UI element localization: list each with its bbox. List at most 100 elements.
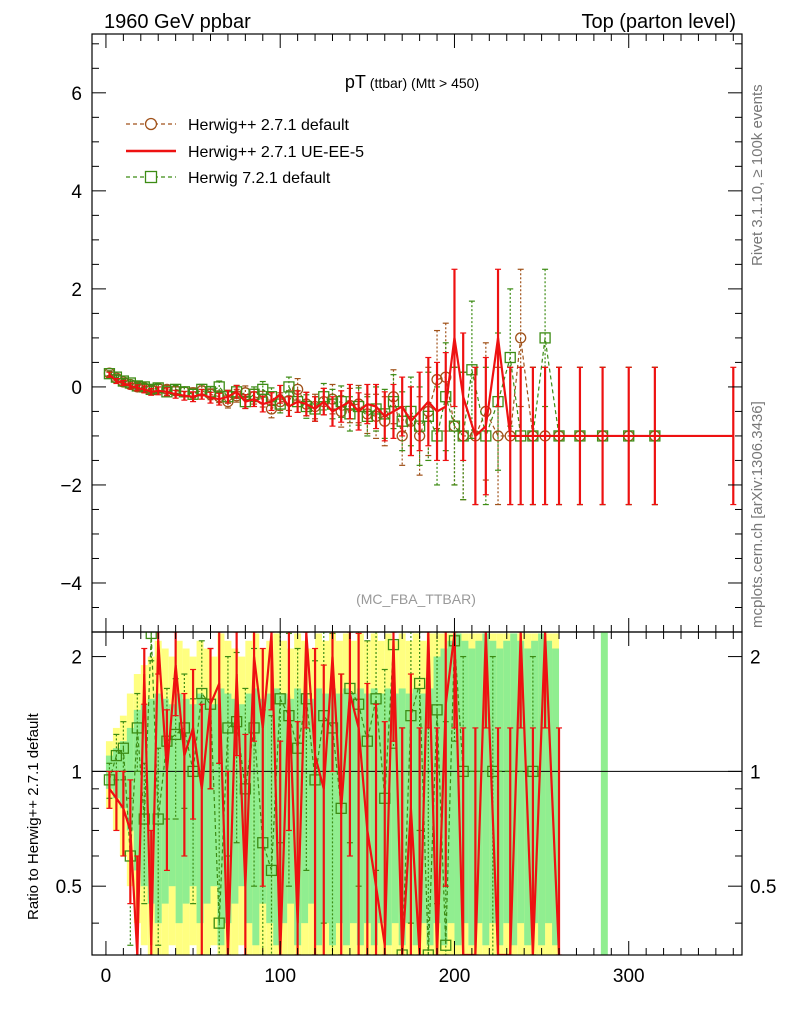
band-green bbox=[210, 704, 218, 887]
ratio-series-1-point bbox=[145, 632, 157, 640]
band-green bbox=[335, 693, 343, 924]
band-green bbox=[217, 688, 225, 946]
series-2-line bbox=[109, 337, 655, 439]
band-green bbox=[440, 648, 448, 946]
ratio-series-1-point bbox=[213, 917, 225, 929]
side-label-rivet: Rivet 3.1.10, ≥ 100k events bbox=[749, 84, 766, 266]
band-green-extra bbox=[600, 632, 608, 955]
band-green bbox=[147, 698, 155, 904]
series-2-point bbox=[448, 420, 461, 432]
band-green bbox=[517, 640, 525, 924]
ratio-plot-panel: 0.5 0.5 1 1 2 2 bbox=[56, 631, 776, 956]
header-left: 1960 GeV ppbar bbox=[104, 11, 251, 33]
series-0-point bbox=[515, 332, 527, 344]
x-tick-label: 200 bbox=[439, 966, 471, 987]
header-right: Top (parton level) bbox=[581, 11, 736, 33]
band-green bbox=[182, 698, 190, 904]
ratio-series-1-point bbox=[138, 813, 150, 825]
ratio-series-1-point bbox=[274, 693, 286, 705]
ratio-series-1-point bbox=[117, 742, 130, 754]
ratio-y-axis-label: Ratio to Herwig++ 2.7.1 default bbox=[25, 712, 42, 920]
series-2-point bbox=[213, 381, 225, 393]
series-2-point bbox=[257, 383, 269, 396]
series-1-line bbox=[108, 337, 734, 438]
legend: Herwig++ 2.7.1 default Herwig++ 2.7.1 UE-… bbox=[126, 117, 364, 187]
series-2-point bbox=[466, 364, 478, 376]
band-green bbox=[468, 648, 476, 946]
ratio-tick-label-right: 1 bbox=[750, 762, 761, 783]
band-green bbox=[545, 640, 553, 924]
band-green bbox=[426, 688, 434, 946]
band-green bbox=[370, 688, 378, 946]
band-green bbox=[287, 698, 295, 904]
band-green bbox=[531, 640, 539, 924]
ratio-series-1-point bbox=[431, 704, 443, 716]
ratio-series-1-point bbox=[196, 687, 208, 700]
band-green bbox=[280, 693, 288, 924]
band-green bbox=[510, 633, 518, 946]
ratio-series-1-point bbox=[422, 949, 434, 955]
band-green bbox=[315, 688, 323, 946]
legend-marker-2 bbox=[144, 170, 158, 184]
side-label-mcplots: mcplots.cern.ch [arXiv:1306.3436] bbox=[749, 401, 766, 628]
analysis-tag: (MC_FBA_TTBAR) bbox=[356, 591, 476, 607]
ratio-tick-label-right: 0.5 bbox=[750, 877, 776, 898]
ratio-series-1-point bbox=[110, 749, 123, 762]
band-green bbox=[175, 693, 183, 924]
band-green bbox=[475, 640, 483, 924]
legend-label-0: Herwig++ 2.7.1 default bbox=[188, 117, 350, 134]
band-green bbox=[552, 648, 560, 946]
band-green bbox=[133, 709, 141, 871]
legend-label-1: Herwig++ 2.7.1 UE-EE-5 bbox=[188, 144, 364, 161]
band-green bbox=[496, 648, 504, 946]
band-green bbox=[405, 693, 413, 924]
x-tick-label: 100 bbox=[264, 966, 296, 987]
series-2-point bbox=[103, 368, 116, 380]
ratio-series-0-line bbox=[108, 633, 561, 955]
ratio-frame bbox=[91, 631, 743, 956]
ratio-series-1-point bbox=[440, 939, 452, 951]
ratio-series-1-point bbox=[413, 677, 426, 690]
y-tick-label: 2 bbox=[71, 280, 82, 301]
band-green bbox=[168, 704, 176, 887]
y-tick-label: 4 bbox=[71, 182, 82, 203]
plot-title: pT (ttbar) (Mtt > 450) bbox=[345, 72, 479, 92]
x-tick-label: 300 bbox=[613, 966, 645, 987]
series-2-point bbox=[504, 351, 516, 364]
band-green bbox=[196, 693, 204, 924]
legend-label-2: Herwig 7.2.1 default bbox=[188, 170, 331, 187]
series-0-line bbox=[109, 337, 655, 438]
band-green bbox=[252, 688, 260, 946]
ratio-tick-label-right: 2 bbox=[750, 648, 761, 669]
y-tick-label: 6 bbox=[71, 84, 82, 105]
y-tick-label: −4 bbox=[60, 574, 82, 595]
band-green bbox=[482, 633, 490, 946]
band-green bbox=[203, 698, 211, 904]
ratio-tick-label: 0.5 bbox=[56, 877, 82, 898]
band-green bbox=[322, 693, 329, 924]
x-tick-label: 0 bbox=[101, 966, 112, 987]
ratio-tick-label: 2 bbox=[71, 648, 82, 669]
band-green bbox=[391, 693, 399, 924]
band-green bbox=[377, 693, 385, 924]
band-green bbox=[342, 688, 350, 946]
series-2-point bbox=[539, 332, 551, 344]
band-green bbox=[231, 698, 239, 904]
band-green bbox=[328, 688, 336, 946]
band-green bbox=[301, 693, 309, 924]
series-2-point bbox=[283, 381, 295, 393]
legend-marker-0 bbox=[144, 117, 158, 131]
ratio-tick-label: 1 bbox=[71, 762, 82, 783]
band-green bbox=[538, 633, 546, 946]
band-green bbox=[349, 693, 357, 924]
y-tick-label: −2 bbox=[60, 476, 82, 497]
band-green bbox=[266, 693, 274, 924]
ratio-series-1-point bbox=[265, 864, 278, 877]
band-green bbox=[356, 688, 364, 946]
band-green bbox=[161, 698, 169, 904]
band-green bbox=[140, 704, 148, 887]
ratio-series-1-point bbox=[222, 722, 234, 734]
band-green bbox=[503, 640, 511, 924]
band-green bbox=[308, 698, 316, 904]
